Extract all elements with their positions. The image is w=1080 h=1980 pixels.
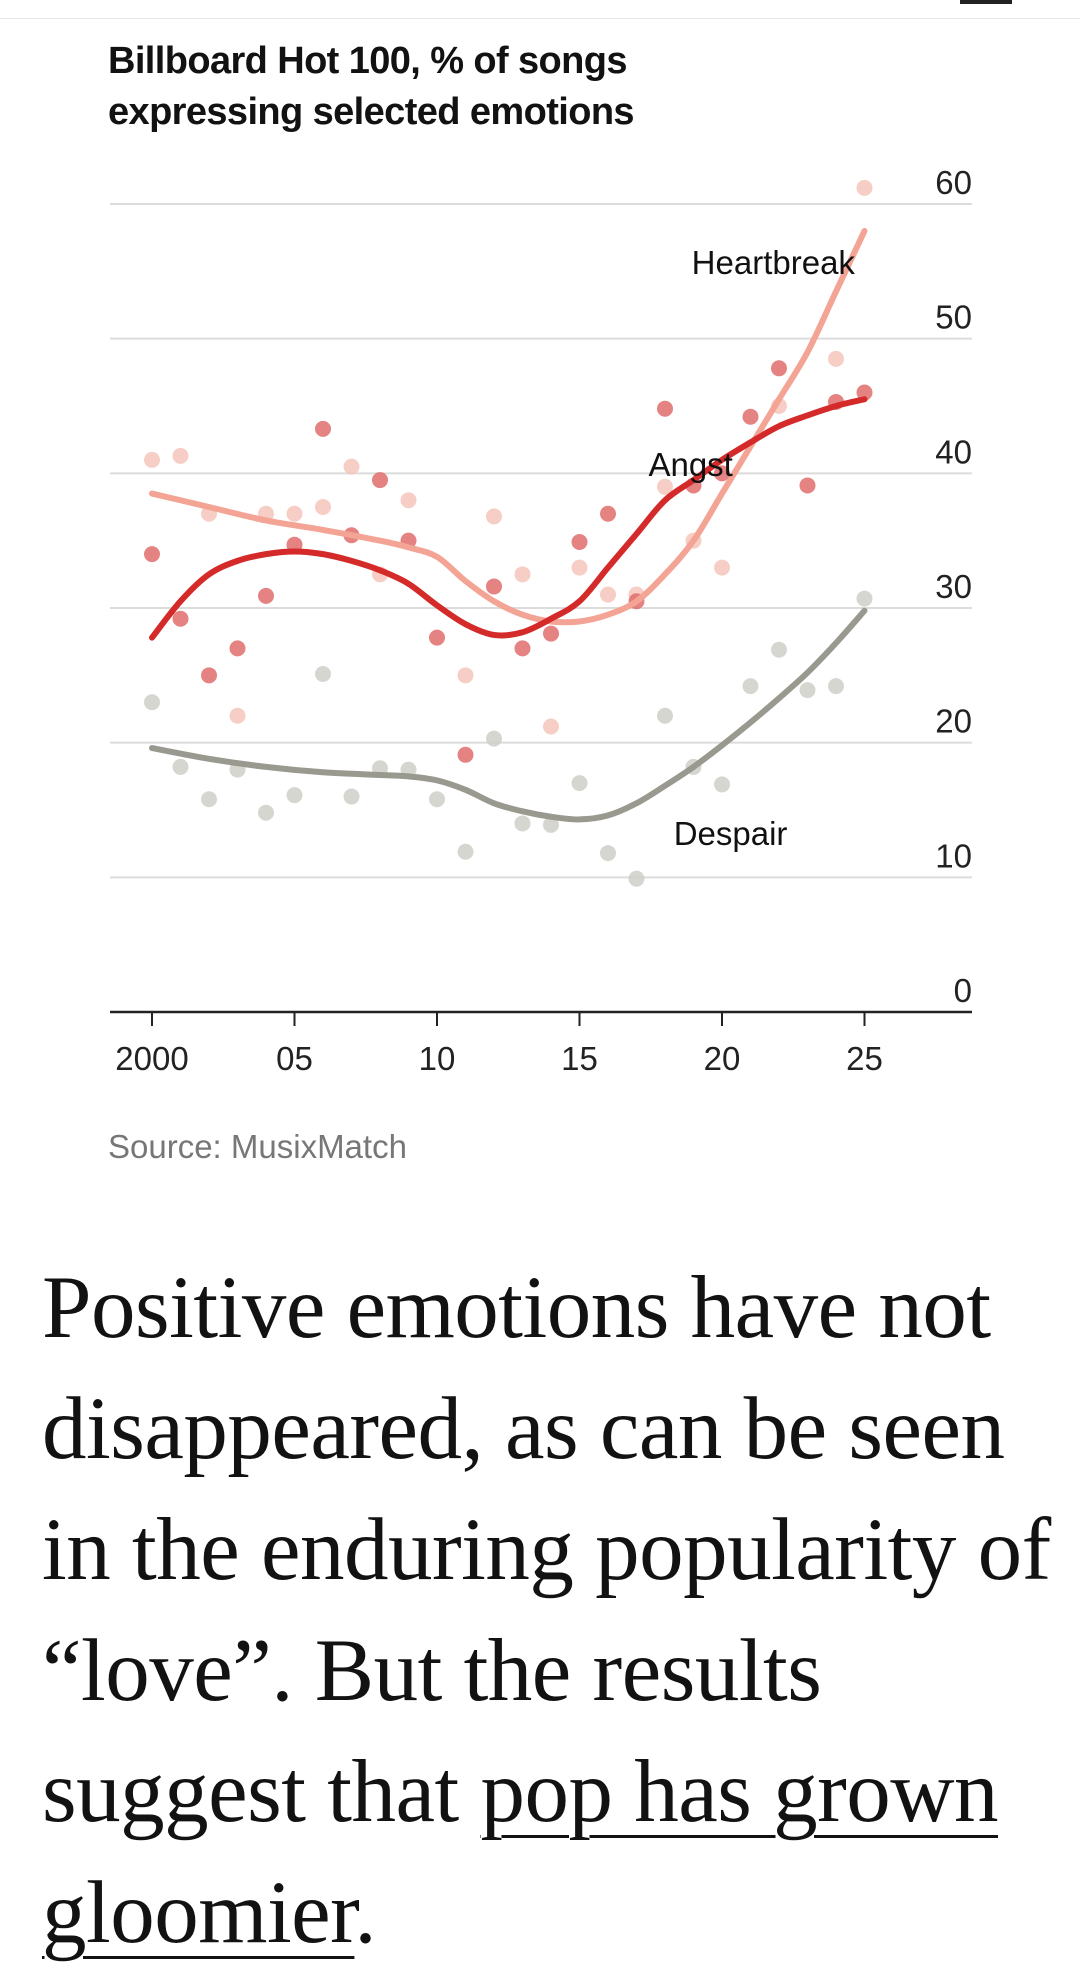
- despair-point: [600, 845, 616, 862]
- angst-label: Angst: [648, 446, 732, 483]
- despair-point: [144, 694, 160, 711]
- heartbreak-point: [229, 707, 246, 724]
- paragraph-end: .: [354, 1864, 377, 1962]
- despair-point: [628, 870, 645, 887]
- angst-trend-line: [149, 396, 868, 641]
- y-tick-label: 20: [935, 703, 972, 740]
- emotions-line-chart: 0 10 20 30 40 50 60 2000 05 10 15 20 25 Heartbreak Ang…: [110, 164, 972, 1077]
- paragraph-text: Positive emotions have not disappeared, …: [42, 1259, 1051, 1841]
- angst-point: [372, 472, 388, 489]
- heartbreak-point: [571, 559, 588, 576]
- angst-point: [144, 546, 160, 563]
- despair-point: [856, 590, 873, 607]
- despair-point: [258, 804, 274, 821]
- chart-source: Source: MusixMatch: [108, 1128, 407, 1165]
- angst-point: [742, 408, 759, 425]
- x-tick-label: 20: [704, 1040, 741, 1077]
- x-tick-label: 15: [561, 1040, 598, 1077]
- heartbreak-point: [172, 447, 189, 464]
- heartbreak-point: [828, 350, 844, 367]
- despair-point: [172, 758, 189, 775]
- despair-point: [457, 843, 474, 860]
- despair-point: [201, 791, 217, 808]
- x-tick-label: 2000: [115, 1040, 188, 1077]
- despair-point: [486, 730, 502, 747]
- despair-point: [286, 787, 303, 804]
- heartbreak-label: Heartbreak: [692, 244, 856, 281]
- heartbreak-point: [144, 451, 160, 468]
- despair-point: [714, 776, 730, 793]
- heartbreak-point: [315, 499, 331, 515]
- despair-point: [343, 788, 360, 805]
- angst-point: [571, 534, 588, 551]
- y-tick-label: 0: [954, 972, 972, 1009]
- despair-trend-line: [149, 607, 868, 823]
- angst-point: [543, 625, 559, 642]
- y-tick-label: 30: [935, 568, 972, 605]
- x-tick-label: 05: [276, 1040, 313, 1077]
- despair-point: [315, 665, 331, 682]
- angst-point: [315, 420, 331, 437]
- header-menu-stub[interactable]: [960, 0, 1012, 4]
- heartbreak-point: [714, 559, 730, 576]
- despair-point: [514, 815, 531, 832]
- heartbreak-point: [486, 508, 502, 525]
- y-tick-label: 40: [935, 433, 972, 470]
- chart-title-line-1: Billboard Hot 100, % of songs: [108, 40, 627, 82]
- chart-title: Billboard Hot 100, % of songs expressing…: [108, 36, 868, 138]
- angst-point: [714, 465, 730, 482]
- heartbreak-point: [457, 667, 474, 684]
- despair-point: [742, 678, 759, 695]
- despair-point: [799, 682, 816, 699]
- angst-point: [201, 667, 217, 684]
- angst-point: [258, 587, 274, 604]
- despair-point: [771, 641, 787, 658]
- y-tick-label: 60: [935, 164, 972, 201]
- angst-point: [457, 746, 474, 763]
- x-tick-label: 10: [419, 1040, 456, 1077]
- y-tick-label: 50: [935, 299, 972, 336]
- heartbreak-point: [657, 478, 673, 495]
- despair-point: [429, 791, 445, 808]
- heartbreak-point: [343, 458, 360, 475]
- angst-point: [600, 505, 616, 522]
- heartbreak-point: [543, 718, 559, 735]
- angst-point: [771, 360, 787, 377]
- despair-label: Despair: [674, 815, 788, 852]
- heartbreak-point: [400, 492, 417, 509]
- heartbreak-point: [600, 586, 616, 603]
- angst-point: [514, 640, 531, 657]
- y-tick-label: 10: [935, 837, 972, 874]
- despair-point: [828, 678, 844, 695]
- x-tick-label: 25: [846, 1040, 883, 1077]
- heartbreak-point: [514, 566, 531, 583]
- top-divider: [0, 18, 1080, 19]
- angst-point: [657, 400, 673, 417]
- angst-point: [172, 610, 189, 627]
- despair-point: [657, 707, 673, 724]
- heartbreak-point: [856, 179, 873, 196]
- gloomier-link[interactable]: pop has grown gloomier: [42, 1743, 999, 1962]
- chart-title-line-2: expressing selected emotions: [108, 91, 635, 133]
- angst-point: [429, 629, 445, 646]
- despair-point: [543, 816, 559, 833]
- angst-point: [799, 477, 816, 494]
- angst-point: [229, 640, 246, 657]
- heartbreak-point: [286, 505, 303, 522]
- article-paragraph: Positive emotions have not disappeared, …: [42, 1248, 1062, 1974]
- despair-point: [571, 775, 588, 792]
- angst-point: [856, 384, 873, 401]
- angst-point: [486, 578, 502, 595]
- heartbreak-trend-line: [149, 227, 868, 626]
